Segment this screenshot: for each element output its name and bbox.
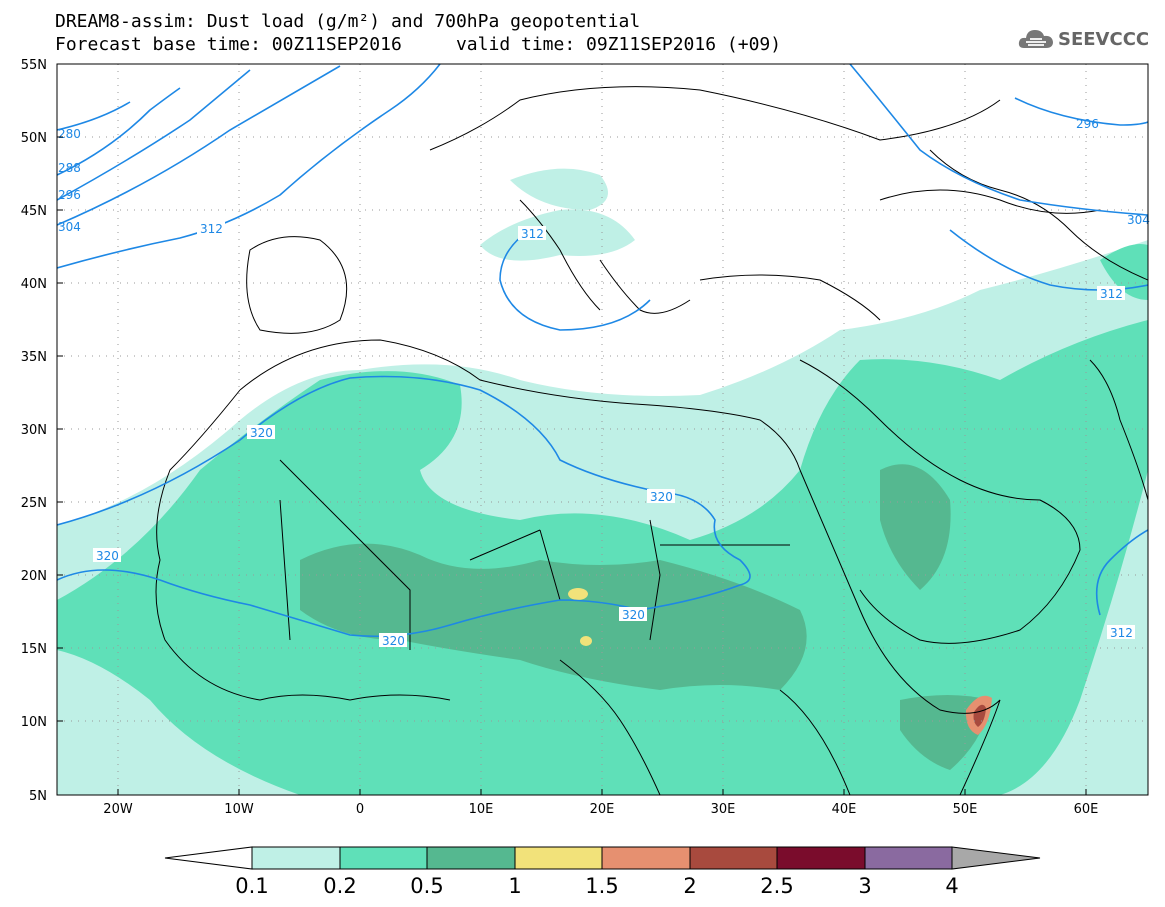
lat-label: 5N	[29, 789, 47, 804]
colorbar	[164, 846, 1041, 870]
colorbar-low-end	[164, 846, 253, 870]
dust-spot-yellow	[568, 588, 588, 600]
lon-label: 10W	[224, 802, 254, 817]
lon-axis	[117, 789, 1087, 795]
lon-labels: 20W 10W 0 10E 20E 30E 40E 50E 60E	[103, 802, 1098, 817]
contour-label: 312	[1110, 626, 1133, 640]
lat-label: 45N	[21, 204, 47, 219]
graticule	[57, 64, 1148, 795]
lon-label: 20E	[590, 802, 615, 817]
colorbar-tick: 1	[508, 874, 521, 898]
colorbar-high-end	[951, 846, 1041, 870]
lon-label: 10E	[469, 802, 494, 817]
colorbar-bin	[339, 846, 428, 870]
colorbar-tick: 0.5	[410, 874, 443, 898]
dust-field	[57, 168, 1148, 795]
dust-shade-medium-east	[1100, 244, 1148, 300]
lat-label: 25N	[21, 496, 47, 511]
chart-title: DREAM8-assim: Dust load (g/m²) and 700hP…	[55, 11, 641, 32]
dust-spot-yellow	[580, 636, 592, 646]
lat-label: 15N	[21, 642, 47, 657]
lon-label: 30E	[711, 802, 736, 817]
contour-label: 296	[58, 188, 81, 202]
cloud-icon	[1018, 30, 1053, 48]
lat-label: 30N	[21, 423, 47, 438]
dust-shade-dark-arabia	[880, 464, 951, 590]
contour-label: 280	[58, 127, 81, 141]
colorbar-bin	[251, 846, 341, 870]
geopotential-contours	[57, 64, 1148, 638]
lat-axis	[57, 63, 63, 796]
colorbar-bin	[426, 846, 516, 870]
seevccc-logo: SEEVCCC	[1018, 26, 1149, 52]
logo-text: SEEVCCC	[1058, 28, 1150, 50]
colorbar-tick: 4	[945, 874, 958, 898]
colorbar-tick: 1.5	[585, 874, 618, 898]
colorbar-bin	[514, 846, 603, 870]
contour-label: 312	[200, 222, 223, 236]
lat-labels: 55N 50N 45N 40N 35N 30N 25N 20N 15N 10N …	[21, 58, 47, 804]
colorbar-tick: 3	[858, 874, 871, 898]
country-borders	[155, 86, 1148, 795]
dust-shade-medium	[57, 320, 1148, 795]
lon-label: 0	[356, 802, 364, 817]
dust-shade-dark	[300, 543, 807, 690]
colorbar-bin	[864, 846, 953, 870]
contour-label: 288	[58, 161, 81, 175]
lon-label: 40E	[832, 802, 857, 817]
colorbar-bin	[776, 846, 866, 870]
lon-label: 50E	[953, 802, 978, 817]
lat-label: 35N	[21, 350, 47, 365]
lat-label: 50N	[21, 131, 47, 146]
contour-label: 320	[650, 490, 673, 504]
colorbar-tick: 2.5	[760, 874, 793, 898]
dust-shade-light-italy	[480, 209, 635, 261]
colorbar-tick: 2	[683, 874, 696, 898]
contour-label: 304	[58, 220, 81, 234]
contour-labels: 312 320 320 320 320 312 312 312 296 304 …	[58, 117, 1150, 648]
lat-label: 55N	[21, 58, 47, 73]
lon-label: 20W	[103, 802, 133, 817]
contour-label: 320	[250, 426, 273, 440]
lat-label: 10N	[21, 715, 47, 730]
dust-shade-light-balkan	[510, 168, 608, 210]
lat-label: 20N	[21, 569, 47, 584]
contour-label: 296	[1076, 117, 1099, 131]
contour-label: 320	[382, 634, 405, 648]
contour-label: 320	[622, 608, 645, 622]
colorbar-bin	[601, 846, 691, 870]
contour-label: 312	[521, 227, 544, 241]
contour-label: 312	[1100, 287, 1123, 301]
contour-label: 320	[96, 549, 119, 563]
colorbar-ticks: 0.1 0.2 0.5 1 1.5 2 2.5 3 4	[235, 874, 958, 898]
lat-label: 40N	[21, 277, 47, 292]
contour-label: 304	[1127, 213, 1150, 227]
colorbar-tick: 0.2	[323, 874, 356, 898]
chart-subtitle: Forecast base time: 00Z11SEP2016 valid t…	[55, 34, 782, 55]
colorbar-tick: 0.1	[235, 874, 268, 898]
lon-label: 60E	[1074, 802, 1099, 817]
colorbar-bin	[689, 846, 778, 870]
